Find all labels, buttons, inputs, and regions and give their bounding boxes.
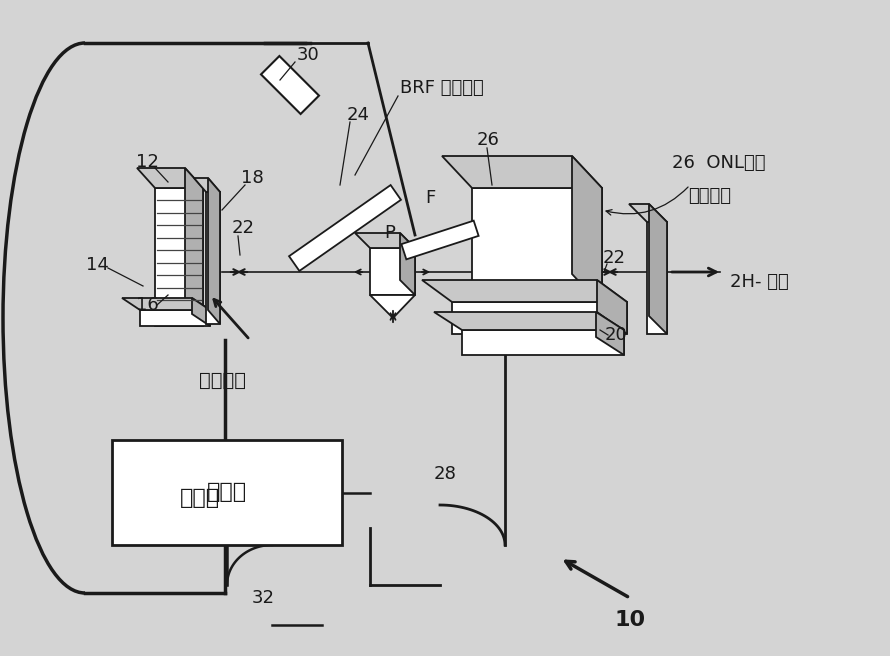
Text: BRF 快轴取向: BRF 快轴取向 <box>400 79 484 97</box>
Polygon shape <box>155 188 203 326</box>
Polygon shape <box>462 330 624 355</box>
Polygon shape <box>400 280 415 295</box>
Polygon shape <box>185 168 203 326</box>
Polygon shape <box>355 233 415 248</box>
Polygon shape <box>629 204 667 222</box>
Polygon shape <box>434 312 624 330</box>
Polygon shape <box>122 298 210 310</box>
Text: 12: 12 <box>135 153 158 171</box>
Text: 18: 18 <box>240 169 263 187</box>
Polygon shape <box>261 56 319 114</box>
Text: 16: 16 <box>135 296 158 314</box>
Polygon shape <box>422 280 627 302</box>
Text: 快轴取向: 快轴取向 <box>688 187 731 205</box>
Polygon shape <box>596 312 624 355</box>
Text: 10: 10 <box>614 610 645 630</box>
Text: 控制器: 控制器 <box>180 488 220 508</box>
Polygon shape <box>194 178 220 192</box>
Polygon shape <box>112 440 342 545</box>
Polygon shape <box>140 310 210 326</box>
Polygon shape <box>572 156 602 306</box>
Polygon shape <box>370 295 415 318</box>
Polygon shape <box>649 204 667 334</box>
Text: 22: 22 <box>231 219 255 237</box>
Polygon shape <box>289 185 401 271</box>
Text: 26  ONL晶体: 26 ONL晶体 <box>672 154 765 172</box>
Text: 14: 14 <box>85 256 109 274</box>
Polygon shape <box>647 222 667 334</box>
Text: 20: 20 <box>604 326 627 344</box>
Text: 2H- 输出: 2H- 输出 <box>730 273 789 291</box>
Text: F: F <box>425 189 435 207</box>
Text: 24: 24 <box>346 106 369 124</box>
Text: 30: 30 <box>296 46 320 64</box>
Text: 32: 32 <box>252 589 274 607</box>
Polygon shape <box>442 156 602 188</box>
Text: 控制器: 控制器 <box>207 483 247 502</box>
Polygon shape <box>208 178 220 324</box>
Polygon shape <box>452 302 627 334</box>
Text: 26: 26 <box>476 131 499 149</box>
Polygon shape <box>400 233 415 295</box>
Polygon shape <box>206 192 220 324</box>
Polygon shape <box>137 168 203 188</box>
Polygon shape <box>192 298 210 326</box>
Polygon shape <box>472 188 602 306</box>
Polygon shape <box>370 248 415 295</box>
Text: 泵浦辐射: 泵浦辐射 <box>198 371 246 390</box>
Text: P: P <box>384 224 395 242</box>
Polygon shape <box>401 220 479 259</box>
Text: 28: 28 <box>433 465 457 483</box>
Polygon shape <box>597 280 627 334</box>
Text: 22: 22 <box>603 249 626 267</box>
